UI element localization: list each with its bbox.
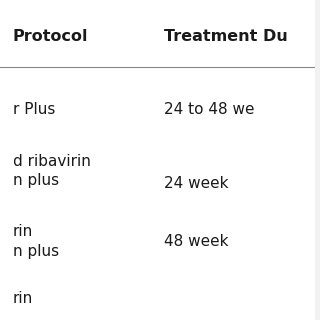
Text: rin
n plus: rin n plus — [12, 224, 59, 259]
Text: Protocol: Protocol — [12, 29, 88, 44]
Text: 24 week: 24 week — [164, 176, 228, 191]
Text: 48 week: 48 week — [164, 234, 228, 249]
Text: rin: rin — [12, 291, 33, 306]
Text: Treatment Du: Treatment Du — [164, 29, 288, 44]
Text: d ribavirin
n plus: d ribavirin n plus — [12, 154, 91, 188]
Text: r Plus: r Plus — [12, 102, 55, 117]
Text: 24 to 48 we: 24 to 48 we — [164, 102, 254, 117]
